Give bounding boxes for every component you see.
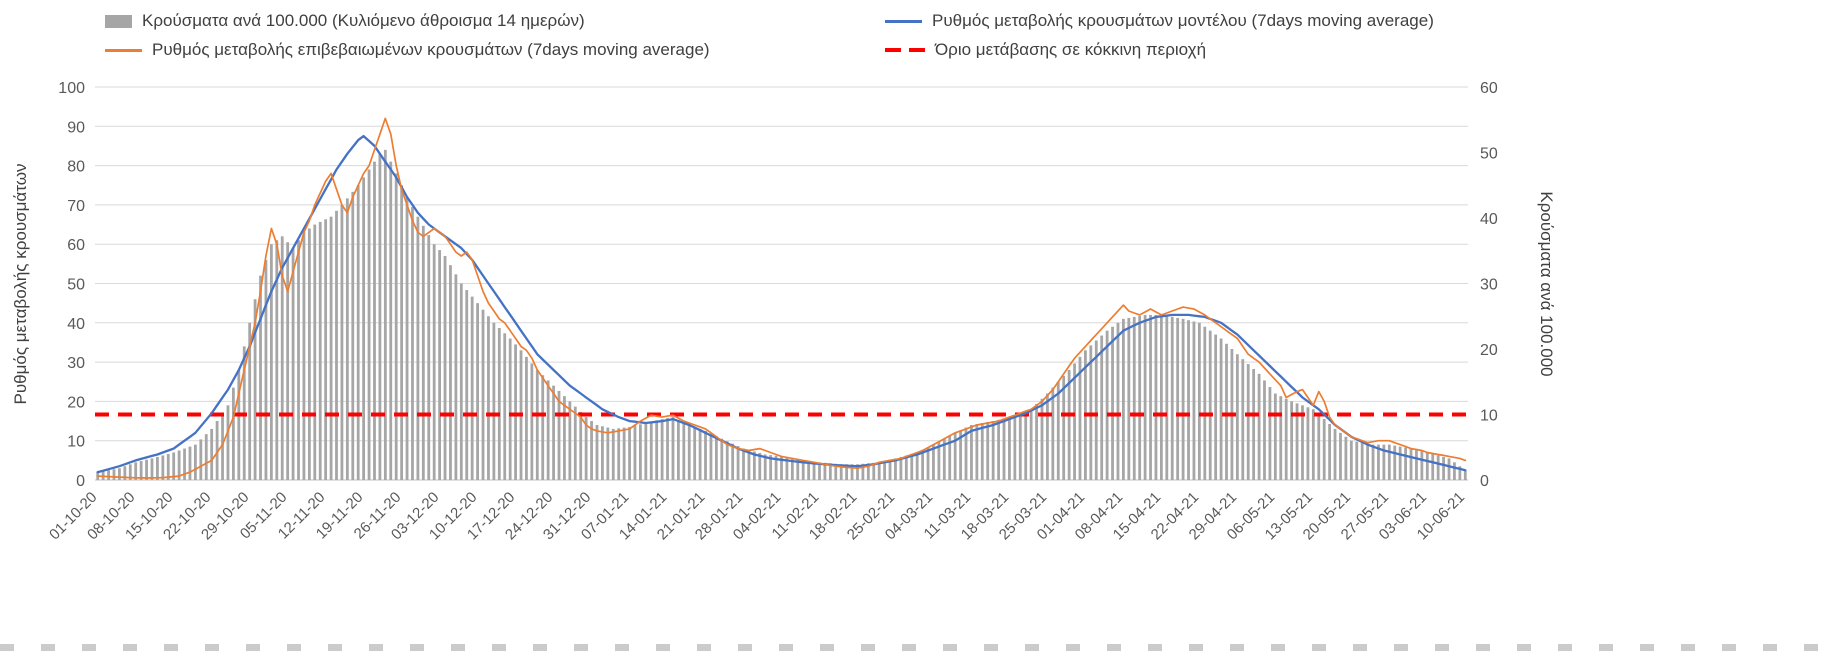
svg-text:40: 40 bbox=[1480, 211, 1498, 228]
bar-series-swatch-icon bbox=[105, 14, 132, 28]
svg-text:40: 40 bbox=[67, 316, 85, 333]
svg-text:0: 0 bbox=[76, 473, 85, 490]
legend-label-model-rate: Ρυθμός μεταβολής κρουσμάτων μοντέλου (7d… bbox=[932, 11, 1434, 30]
line-series-swatch-icon bbox=[105, 48, 142, 52]
bottom-tick-strip bbox=[0, 644, 1832, 651]
svg-text:10: 10 bbox=[1480, 408, 1498, 425]
right-axis-title: Κρούσματα ανά 100.000 bbox=[1537, 191, 1556, 377]
svg-text:30: 30 bbox=[1480, 277, 1498, 294]
dashed-threshold-swatch-icon bbox=[885, 48, 925, 52]
svg-text:60: 60 bbox=[67, 237, 85, 254]
svg-text:100: 100 bbox=[58, 80, 85, 97]
svg-text:20: 20 bbox=[67, 394, 85, 411]
svg-text:30: 30 bbox=[67, 355, 85, 372]
legend-item-red-threshold: Όριο μετάβασης σε κόκκινη περιοχή bbox=[885, 40, 1206, 60]
legend-label-cases-per-100k: Κρούσματα ανά 100.000 (Κυλιόμενο άθροισμ… bbox=[142, 11, 585, 30]
legend-label-red-threshold: Όριο μετάβασης σε κόκκινη περιοχή bbox=[935, 40, 1207, 59]
svg-text:50: 50 bbox=[1480, 146, 1498, 163]
svg-text:0: 0 bbox=[1480, 473, 1489, 490]
legend-label-confirmed-rate: Ρυθμός μεταβολής επιβεβαιωμένων κρουσμάτ… bbox=[152, 40, 710, 59]
svg-text:80: 80 bbox=[67, 159, 85, 176]
svg-text:10: 10 bbox=[67, 434, 85, 451]
legend-item-model-rate: Ρυθμός μεταβολής κρουσμάτων μοντέλου (7d… bbox=[885, 11, 1434, 31]
line-series-swatch-icon bbox=[885, 19, 922, 23]
svg-text:60: 60 bbox=[1480, 80, 1498, 97]
left-axis-title: Ρυθμός μεταβολής κρουσμάτων bbox=[11, 163, 30, 405]
legend-item-cases-per-100k: Κρούσματα ανά 100.000 (Κυλιόμενο άθροισμ… bbox=[105, 11, 585, 31]
legend-item-confirmed-rate: Ρυθμός μεταβολής επιβεβαιωμένων κρουσμάτ… bbox=[105, 40, 710, 60]
svg-text:20: 20 bbox=[1480, 342, 1498, 359]
svg-text:90: 90 bbox=[67, 119, 85, 136]
svg-text:50: 50 bbox=[67, 277, 85, 294]
svg-text:70: 70 bbox=[67, 198, 85, 215]
